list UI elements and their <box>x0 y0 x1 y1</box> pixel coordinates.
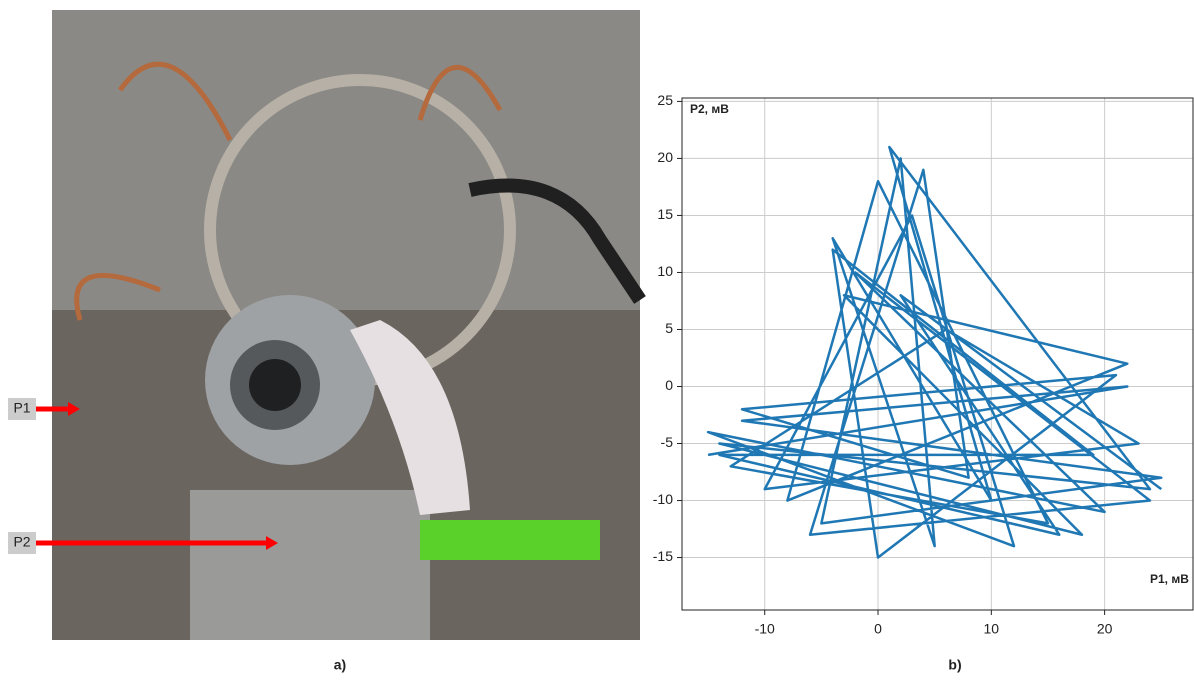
plot-frame <box>681 97 1194 611</box>
x-axis-label: P1, мВ <box>1150 572 1189 586</box>
x-tick-label: 20 <box>1097 621 1113 637</box>
y-axis-label: P2, мВ <box>690 102 729 116</box>
y-tick-label: 20 <box>657 149 673 165</box>
y-tick-label: -15 <box>653 548 673 564</box>
y-tick-label: 25 <box>657 92 673 108</box>
arrow-head <box>68 402 80 416</box>
x-tick-label: -10 <box>755 621 775 637</box>
caption: b) <box>948 657 961 673</box>
photo-label: P1 <box>13 400 30 416</box>
photo <box>52 10 646 640</box>
photo-label: P2 <box>13 534 30 550</box>
y-tick-label: -10 <box>653 491 673 507</box>
y-tick-label: 10 <box>657 263 673 279</box>
label-box <box>8 398 36 420</box>
label-box <box>8 532 36 554</box>
y-tick-label: 5 <box>665 320 673 336</box>
trajectory <box>706 145 1163 559</box>
y-tick-label: -5 <box>661 434 674 450</box>
y-tick-label: 15 <box>657 206 673 222</box>
arrow-head <box>266 536 278 550</box>
caption: a) <box>334 657 346 673</box>
x-tick-label: 10 <box>984 621 1000 637</box>
x-tick-label: 0 <box>874 621 882 637</box>
y-tick-label: 0 <box>665 377 673 393</box>
